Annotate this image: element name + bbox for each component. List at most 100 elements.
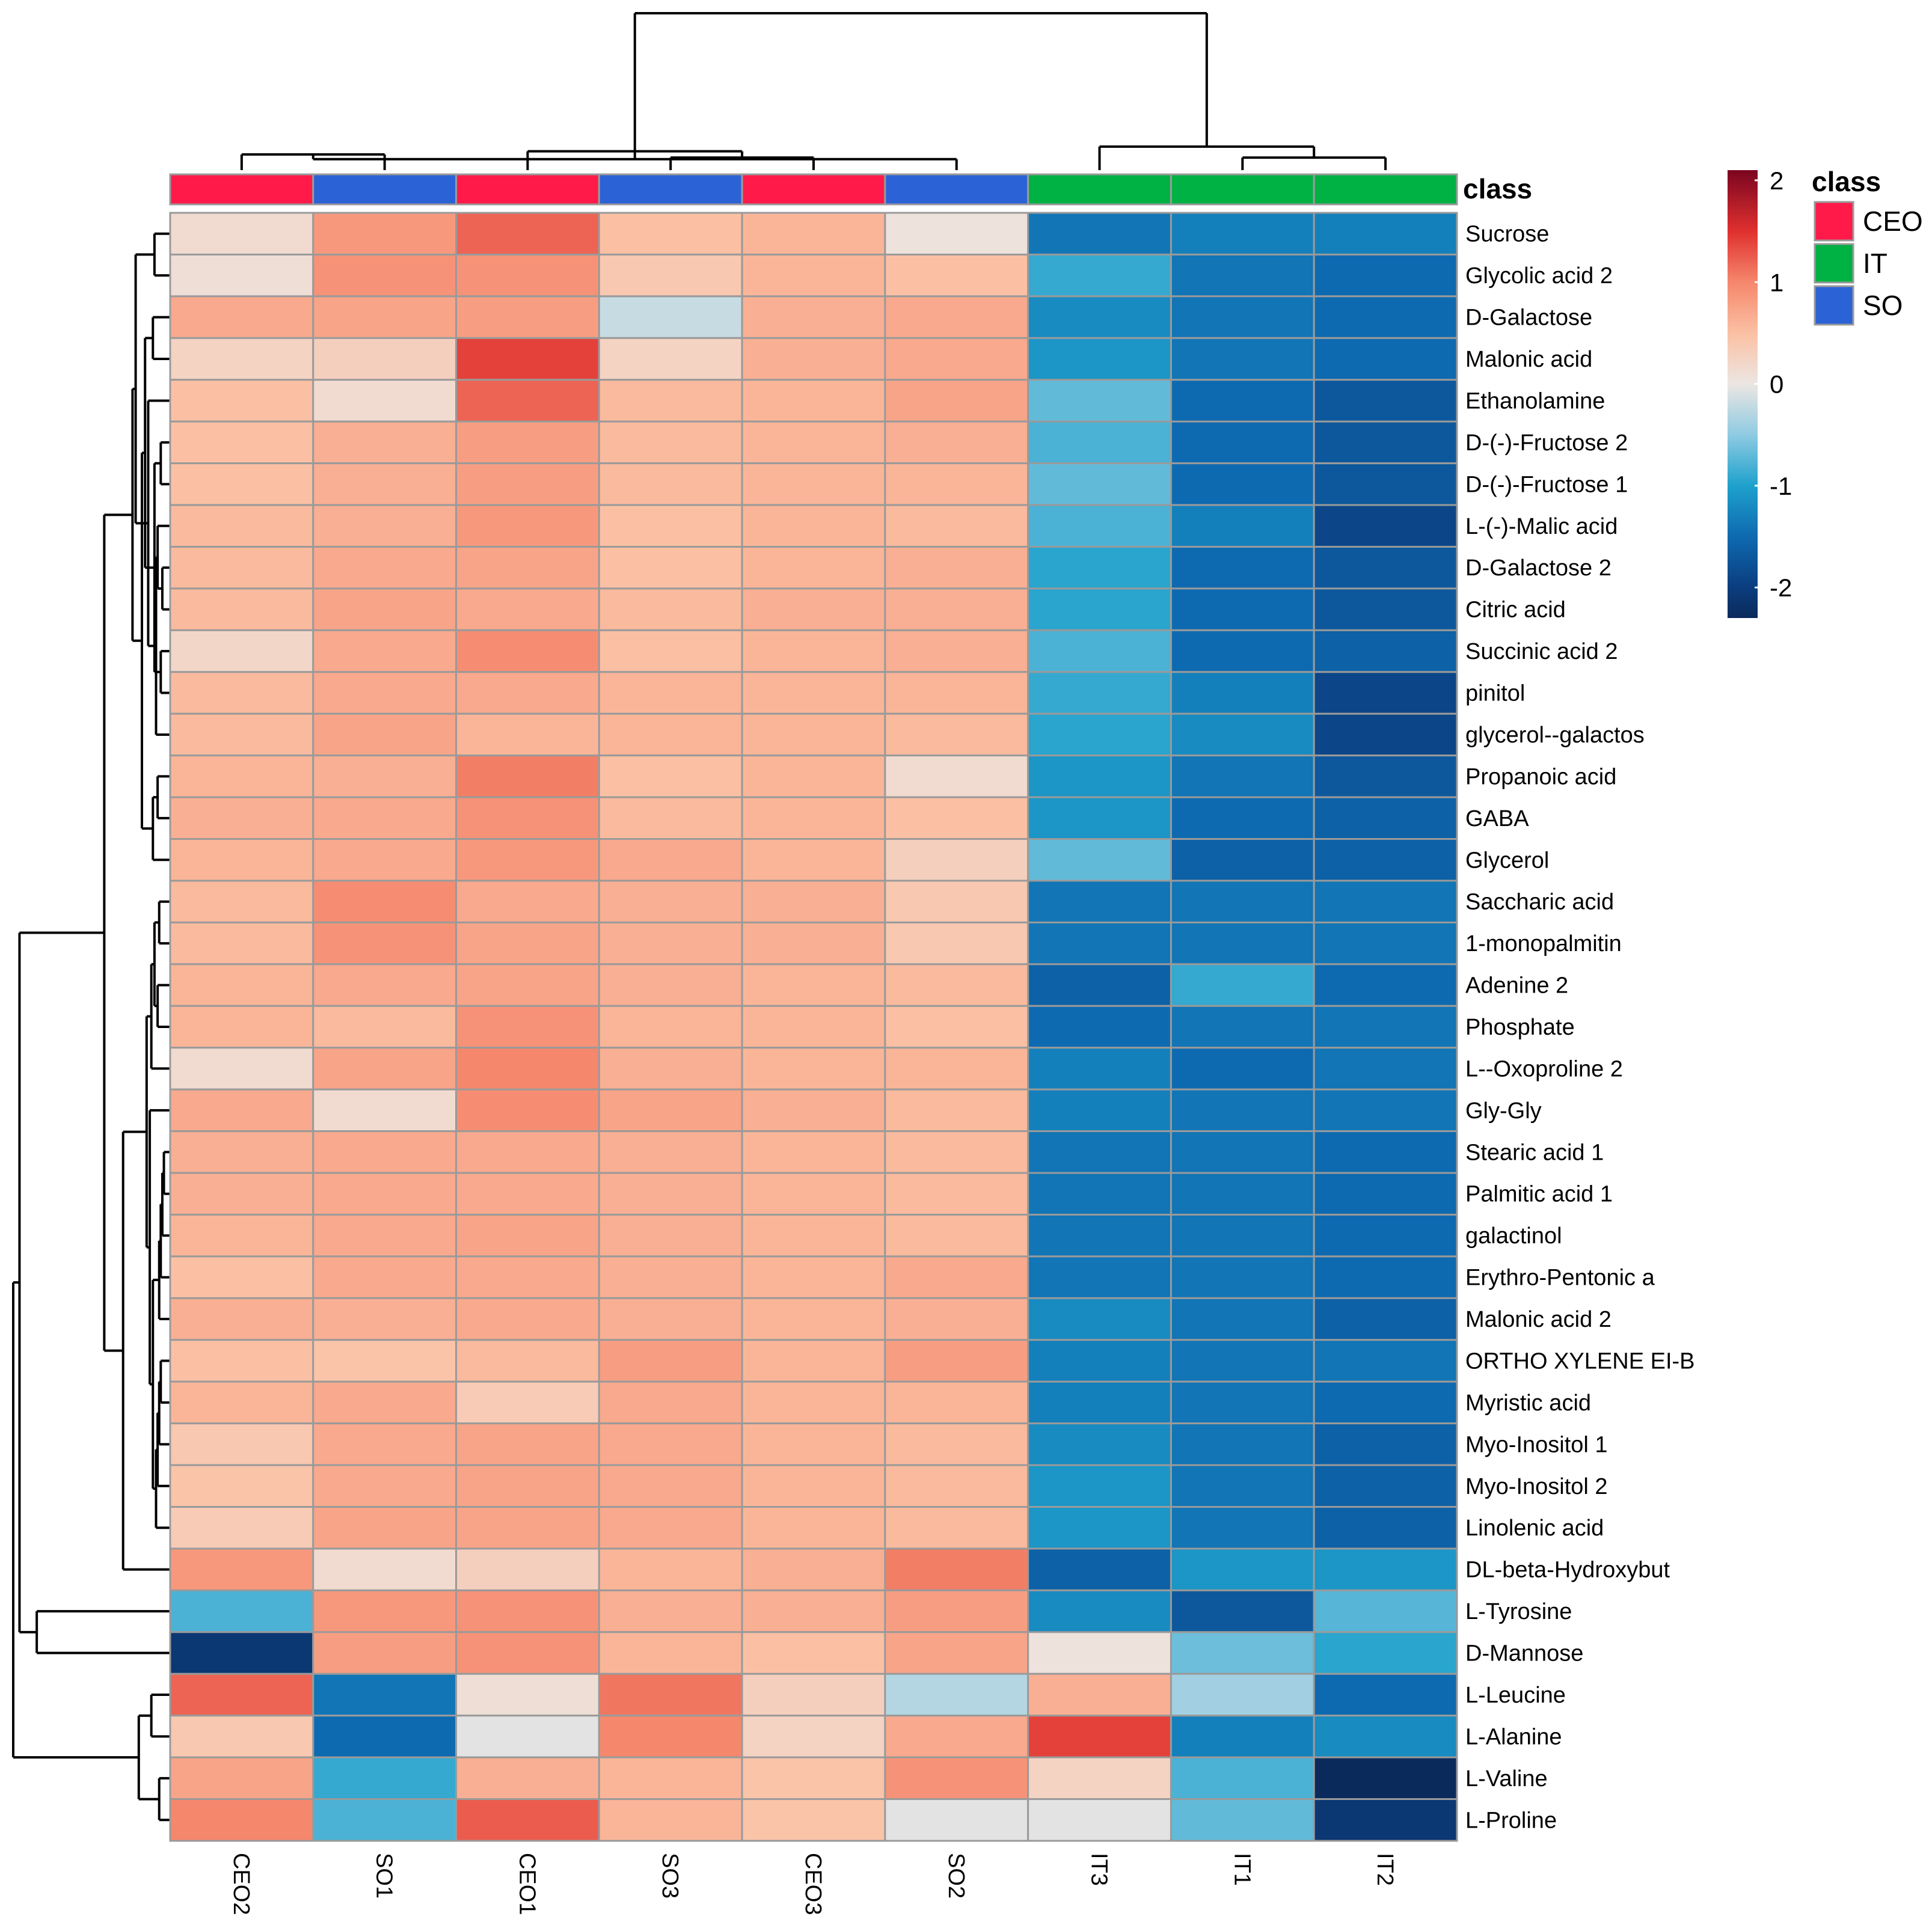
heatmap-cell [884,462,1029,506]
heatmap-cell [1313,629,1458,673]
heatmap-cell [741,212,886,256]
heatmap-cell [1170,1088,1315,1133]
heatmap-cell [1313,504,1458,548]
heatmap-cell [169,1756,314,1801]
heatmap-cell [312,420,458,465]
heatmap-cell [884,754,1029,798]
heatmap-cells [169,212,1458,1842]
class-legend-label: IT [1863,248,1888,279]
heatmap-cell [1313,671,1458,715]
heatmap-cell [169,754,314,798]
heatmap-cell [598,504,743,548]
row-label: glycerol--galactos [1465,723,1645,748]
heatmap-cell [598,1005,743,1049]
row-label: L-(-)-Malic acid [1465,514,1618,539]
heatmap-cell [312,1798,458,1842]
heatmap-cell [1170,253,1315,298]
heatmap-cell [884,712,1029,757]
color-scale-tick-label: 1 [1770,268,1783,296]
heatmap-cell [169,1380,314,1425]
class-bar-cell [598,173,743,206]
heatmap-cell [312,754,458,798]
heatmap-cell [169,1547,314,1591]
heatmap-cell [455,253,600,298]
heatmap-cell [1170,1422,1315,1466]
row-label: Palmitic acid 1 [1465,1182,1613,1207]
heatmap-cell [1027,1339,1172,1383]
class-legend-swatch [1814,285,1854,326]
heatmap-cell [455,1506,600,1550]
heatmap-cell [741,1297,886,1341]
heatmap-cell [598,379,743,423]
heatmap-cell [884,587,1029,631]
heatmap-cell [884,796,1029,840]
class-legend: class CEO IT SO [1812,166,1923,326]
heatmap-cell [598,587,743,631]
heatmap-cell [169,1088,314,1133]
row-label: Myo-Inositol 1 [1465,1432,1608,1457]
heatmap-cell [598,712,743,757]
color-scale-tick-label: -1 [1770,472,1792,500]
heatmap-cell [455,1339,600,1383]
heatmap-cell [598,337,743,381]
heatmap-cell [1170,1673,1315,1717]
heatmap-cell [1027,1255,1172,1299]
heatmap-cell [455,462,600,506]
heatmap-cell [741,379,886,423]
heatmap-cell [598,671,743,715]
heatmap-cell [741,921,886,966]
row-label: Phosphate [1465,1015,1575,1040]
heatmap-cell [1027,921,1172,966]
heatmap-cell [455,587,600,631]
heatmap-cell [1313,1339,1458,1383]
heatmap-cell [455,379,600,423]
heatmap-cell [741,671,886,715]
heatmap-cell [884,379,1029,423]
heatmap-cell [455,1130,600,1174]
row-label: L-Leucine [1465,1683,1566,1708]
heatmap-cell [598,1547,743,1591]
row-label: L-Valine [1465,1766,1548,1792]
heatmap-cell [884,1547,1029,1591]
heatmap-cell [1313,295,1458,339]
heatmap-cell [741,504,886,548]
heatmap-cell [884,1589,1029,1633]
heatmap-cell [1170,712,1315,757]
heatmap-cell [598,1589,743,1633]
heatmap-cell [312,671,458,715]
heatmap-cell [598,1506,743,1550]
row-label: Sucrose [1465,222,1549,247]
heatmap-cell [1027,1756,1172,1801]
heatmap-cell [1313,1547,1458,1591]
heatmap-cell [598,253,743,298]
heatmap-cell [312,1005,458,1049]
row-label: Glycolic acid 2 [1465,263,1613,289]
heatmap-cell [312,1589,458,1633]
heatmap-cell [455,671,600,715]
heatmap-cell [741,712,886,757]
row-label: Malonic acid 2 [1465,1307,1612,1332]
heatmap-cell [1170,1297,1315,1341]
heatmap-cell [1313,1715,1458,1758]
heatmap-cell [312,212,458,256]
heatmap-cell [169,379,314,423]
heatmap-cell [1313,253,1458,298]
heatmap-cell [312,462,458,506]
heatmap-cell [884,838,1029,882]
heatmap-cell [1170,1130,1315,1174]
heatmap-cell [741,838,886,882]
row-label: Gly-Gly [1465,1098,1542,1124]
color-scale-tick-label: 0 [1770,370,1783,399]
heatmap-cell [1313,1130,1458,1174]
column-label: SO1 [372,1853,397,1899]
heatmap-cell [741,1255,886,1299]
heatmap-cell [1313,754,1458,798]
column-label: IT3 [1087,1853,1112,1886]
heatmap-cell [741,1339,886,1383]
row-label: pinitol [1465,681,1525,706]
heatmap-cell [455,1464,600,1508]
heatmap-cell [741,754,886,798]
heatmap-cell [312,379,458,423]
heatmap-cell [884,253,1029,298]
heatmap-cell [598,629,743,673]
